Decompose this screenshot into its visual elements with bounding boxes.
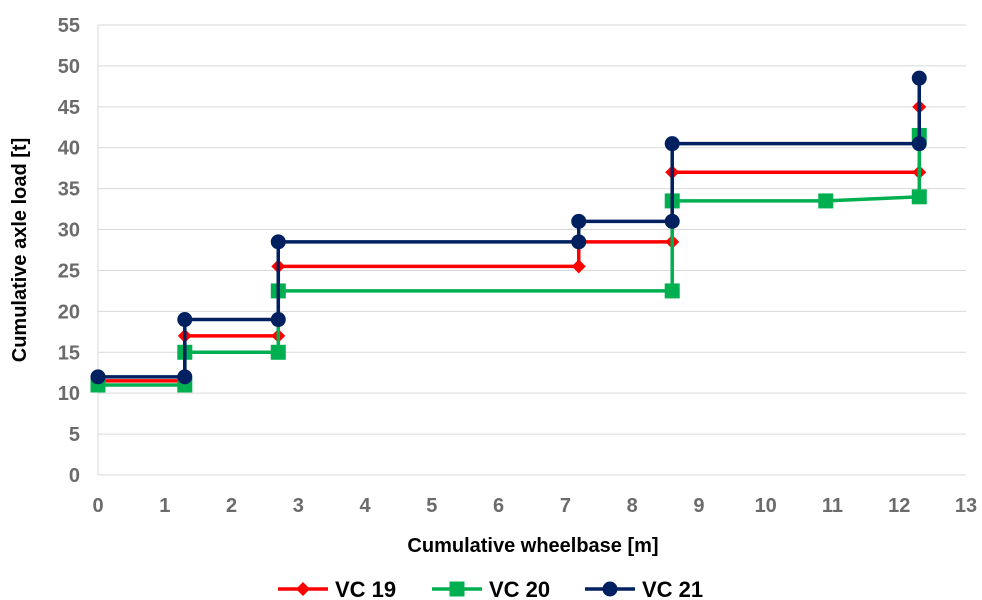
x-tick-label: 4: [360, 495, 372, 517]
data-point: [571, 213, 587, 229]
x-tick-label: 11: [822, 495, 843, 517]
y-tick-label: 35: [58, 179, 80, 201]
data-point: [664, 213, 680, 229]
legend-item: VC 19: [278, 577, 396, 600]
data-point: [177, 369, 193, 385]
x-tick-label: 8: [627, 495, 638, 517]
y-tick-label: 55: [58, 15, 80, 37]
series-layer: [90, 70, 927, 393]
series-1: [90, 127, 927, 393]
data-point: [664, 283, 680, 299]
y-tick-label: 20: [58, 301, 80, 323]
x-tick-label: 13: [955, 495, 977, 517]
y-tick-label: 40: [58, 138, 80, 160]
y-tick-label: 45: [58, 97, 80, 119]
y-tick-label: 5: [69, 424, 80, 446]
data-point: [818, 193, 834, 209]
data-point: [90, 369, 106, 385]
x-tick-label: 9: [693, 495, 704, 517]
x-tick-label: 1: [159, 495, 170, 517]
legend-marker: [602, 581, 618, 597]
series-line: [98, 78, 922, 379]
data-point: [911, 136, 927, 152]
x-axis-title: Cumulative wheelbase [m]: [407, 535, 658, 557]
x-tick-label: 3: [293, 495, 304, 517]
series-2: [90, 70, 927, 385]
data-point: [270, 344, 286, 360]
data-point: [911, 189, 927, 205]
legend-label: VC 20: [489, 577, 550, 600]
y-tick-label: 30: [58, 220, 80, 242]
data-point: [177, 312, 193, 328]
y-tick-label: 0: [69, 465, 80, 487]
legend-marker: [296, 582, 310, 596]
legend: VC 19 VC 20 VC 21: [278, 577, 703, 600]
data-point: [270, 234, 286, 250]
y-tick-label: 50: [58, 56, 80, 78]
data-point: [571, 234, 587, 250]
y-tick-label: 25: [58, 260, 80, 282]
y-axis-title: Cumulative axle load [t]: [9, 138, 31, 363]
legend-label: VC 19: [335, 577, 396, 600]
legend-marker: [449, 581, 465, 597]
y-tick-label: 10: [58, 383, 80, 405]
x-tick-label: 2: [226, 495, 237, 517]
x-tick-label: 0: [92, 495, 103, 517]
x-tick-label: 10: [755, 495, 777, 517]
legend-item: VC 21: [585, 577, 703, 600]
legend-item: VC 20: [432, 577, 550, 600]
x-tick-label: 6: [493, 495, 504, 517]
legend-label: VC 21: [642, 577, 703, 600]
data-point: [571, 259, 586, 274]
data-point: [911, 70, 927, 86]
x-tick-label: 5: [426, 495, 437, 517]
grid-layer: [97, 24, 966, 476]
data-point: [270, 312, 286, 328]
x-tick-label: 12: [888, 495, 910, 517]
x-tick-label: 7: [560, 495, 571, 517]
data-point: [664, 136, 680, 152]
y-tick-label: 15: [58, 342, 80, 364]
